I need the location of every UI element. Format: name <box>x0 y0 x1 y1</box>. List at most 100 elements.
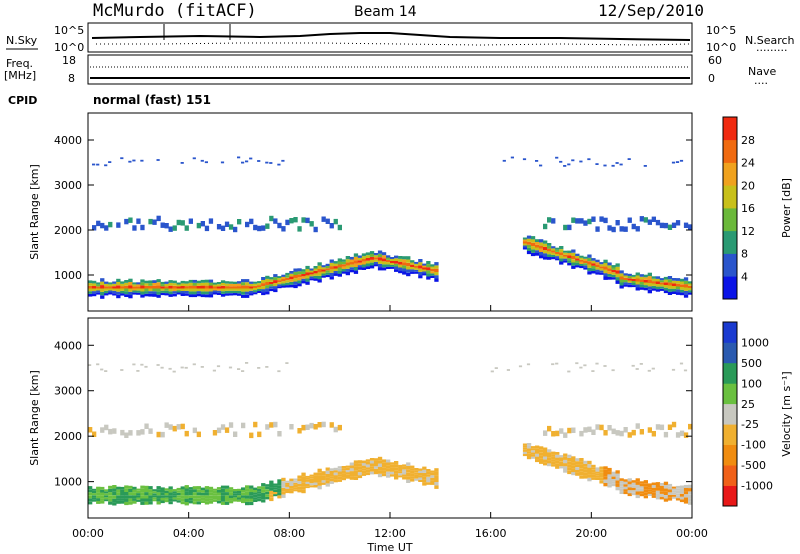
power-cell <box>156 215 161 222</box>
velocity-cell <box>124 501 129 506</box>
velocity-cell <box>551 431 556 437</box>
power-cell <box>611 164 615 167</box>
power-cell <box>237 156 241 159</box>
power-cell <box>377 250 383 254</box>
power-cell <box>390 259 395 261</box>
velocity-cell <box>683 488 689 492</box>
power-cell <box>152 291 157 295</box>
velocity-cell <box>522 449 528 452</box>
power-cell <box>152 285 157 289</box>
power-cell <box>522 243 528 246</box>
power-cell <box>233 286 238 289</box>
velocity-cell <box>293 478 298 481</box>
velocity-cell <box>220 492 226 496</box>
power-cell <box>96 288 101 291</box>
velocity-cell <box>671 488 677 491</box>
velocity-cell <box>116 501 121 504</box>
power-cell <box>659 222 665 229</box>
velocity-cell <box>639 483 644 487</box>
power-cell <box>635 272 640 276</box>
power-cell <box>551 248 556 251</box>
power-cell <box>285 219 290 226</box>
velocity-cell <box>430 475 435 478</box>
power-cell <box>365 252 371 256</box>
velocity-cell <box>655 487 661 491</box>
velocity-cell <box>603 430 608 436</box>
velocity-colorbar-segment <box>723 403 737 425</box>
velocity-cell <box>623 489 628 492</box>
power-cell <box>635 284 640 288</box>
velocity-cell <box>434 478 439 482</box>
power-cell <box>643 279 648 283</box>
power-cell <box>551 254 556 258</box>
power-cell <box>663 285 669 288</box>
velocity-cell <box>623 491 628 495</box>
power-cell <box>575 260 580 263</box>
velocity-cell <box>381 465 387 468</box>
power-cell <box>671 286 677 289</box>
power-cell <box>543 243 548 247</box>
velocity-cell <box>563 466 568 470</box>
velocity-cell <box>265 494 270 497</box>
velocity-cell <box>567 467 572 471</box>
velocity-cell <box>688 423 693 430</box>
power-cell <box>224 281 230 284</box>
velocity-cell <box>535 456 540 460</box>
velocity-cell <box>261 496 266 500</box>
power-cell <box>313 270 318 274</box>
velocity-cell <box>341 473 346 476</box>
velocity-cell <box>257 496 262 499</box>
power-cell <box>575 258 580 261</box>
velocity-cell <box>406 462 411 466</box>
power-cell <box>132 284 137 287</box>
power-cell <box>679 292 685 296</box>
velocity-cell <box>156 498 161 502</box>
power-cell <box>249 157 253 160</box>
power-cell <box>228 290 234 294</box>
power-cell <box>575 256 580 259</box>
power-cell <box>216 288 222 291</box>
power-cell <box>607 262 612 266</box>
velocity-cell <box>309 481 314 484</box>
power-cell <box>406 256 411 260</box>
velocity-cell <box>414 470 419 473</box>
velocity-cell <box>635 491 640 495</box>
power-cell <box>289 284 294 288</box>
power-cell <box>253 290 258 293</box>
power-cell <box>313 268 318 271</box>
power-cell <box>200 159 204 162</box>
velocity-cell <box>224 495 230 499</box>
power-cell <box>599 272 604 275</box>
velocity-cell <box>140 485 145 489</box>
velocity-cell <box>587 460 592 465</box>
velocity-cell <box>418 475 423 478</box>
velocity-cell <box>88 495 93 499</box>
velocity-cell <box>261 499 266 503</box>
power-cell <box>140 159 144 162</box>
velocity-cell <box>667 483 673 487</box>
velocity-cell <box>313 475 318 478</box>
velocity-cell <box>563 459 568 464</box>
power-cell <box>233 293 238 296</box>
velocity-cell <box>607 480 612 485</box>
power-cell <box>241 161 245 164</box>
velocity-cell <box>277 492 282 496</box>
power-cell <box>559 252 564 256</box>
velocity-cell <box>285 491 290 494</box>
power-cell <box>619 276 624 280</box>
velocity-cell <box>152 491 157 494</box>
velocity-cell <box>551 464 556 467</box>
power-cell <box>535 250 540 253</box>
power-cell <box>555 247 560 250</box>
power-cell <box>168 288 173 292</box>
power-cell <box>663 279 669 283</box>
velocity-cell <box>301 486 306 490</box>
power-cell <box>414 263 419 266</box>
velocity-cell <box>386 468 391 472</box>
power-colorbar-segment <box>723 208 737 232</box>
velocity-cell <box>394 470 399 474</box>
power-cell <box>156 159 160 161</box>
power-cell <box>301 217 306 223</box>
power-cell <box>607 273 612 277</box>
power-cell <box>595 269 600 273</box>
